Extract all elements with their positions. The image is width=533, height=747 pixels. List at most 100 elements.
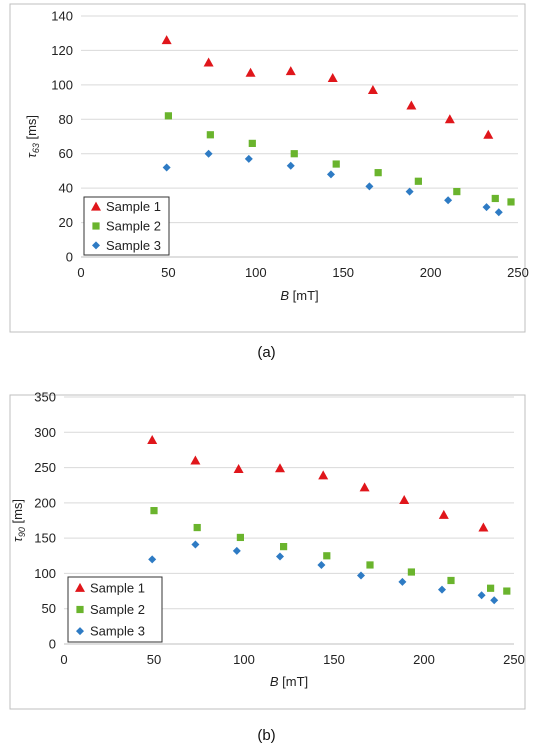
- y-axis-variable: τ: [24, 152, 39, 158]
- y-axis-subscript: 63: [31, 143, 41, 153]
- data-point: [317, 560, 326, 569]
- data-point: [280, 543, 288, 551]
- data-point: [233, 463, 244, 473]
- y-tick-label: 20: [59, 215, 73, 230]
- x-axis-variable: B: [280, 288, 289, 303]
- chart-frame: [9, 394, 526, 710]
- data-point: [332, 160, 340, 168]
- y-tick-label: 100: [34, 566, 56, 581]
- chart-b-caption: (b): [257, 727, 276, 744]
- x-tick-label: 50: [161, 265, 175, 280]
- data-point: [150, 507, 158, 515]
- x-tick-label: 250: [507, 265, 529, 280]
- x-tick-label: 250: [503, 652, 525, 667]
- data-point: [286, 161, 295, 170]
- y-tick-label: 0: [66, 250, 73, 265]
- data-point: [507, 198, 515, 206]
- y-tick-label: 0: [49, 637, 56, 652]
- y-axis-unit: [ms]: [10, 499, 25, 527]
- data-point: [204, 149, 213, 158]
- data-point: [285, 66, 296, 76]
- data-point: [190, 455, 201, 465]
- data-point: [232, 546, 241, 555]
- x-tick-label: 150: [323, 652, 345, 667]
- x-tick-label: 150: [332, 265, 354, 280]
- data-point: [374, 169, 382, 177]
- series-2: [164, 112, 515, 206]
- data-point: [191, 540, 200, 549]
- data-point: [318, 470, 329, 480]
- chart-a-svg: 0 20 40 60 80 100 120 140 0 50 100 150 200 250 B [mT] τ…: [9, 3, 529, 333]
- x-tick-label: 200: [413, 652, 435, 667]
- data-point: [147, 435, 158, 445]
- data-point: [483, 129, 494, 139]
- x-axis-title: B [mT]: [280, 288, 318, 303]
- x-axis-variable: B: [270, 674, 279, 689]
- legend-label: Sample 3: [106, 238, 161, 253]
- data-point: [444, 196, 453, 205]
- data-point: [438, 585, 446, 594]
- series-2: [150, 507, 511, 595]
- y-tick-label: 100: [51, 77, 73, 92]
- data-point: [327, 72, 338, 82]
- series-3: [148, 540, 499, 605]
- data-point: [494, 208, 503, 217]
- data-point: [444, 114, 455, 124]
- data-point: [414, 177, 422, 185]
- chart-b: 0 50 100 150 200 250 300 350 0 50 100 150 200 250 B [m…: [0, 380, 533, 710]
- y-axis-subscript: 90: [17, 527, 27, 537]
- x-axis-unit: [mT]: [289, 288, 319, 303]
- data-point: [405, 187, 414, 196]
- y-axis-title: τ63 [ms]: [24, 115, 41, 158]
- data-point: [477, 591, 486, 600]
- data-point: [206, 131, 214, 139]
- data-point: [406, 100, 417, 110]
- y-tick-label: 250: [34, 460, 56, 475]
- data-point: [453, 187, 461, 196]
- data-point: [148, 555, 157, 564]
- data-point: [366, 561, 374, 569]
- y-tick-label: 300: [34, 425, 56, 440]
- legend: Sample 1 Sample 2 Sample 3: [67, 576, 163, 643]
- data-point: [357, 571, 365, 580]
- data-point: [290, 150, 298, 158]
- data-point: [161, 35, 172, 45]
- data-point: [275, 463, 285, 473]
- y-tick-label: 120: [51, 43, 73, 58]
- data-point: [407, 568, 415, 576]
- data-point: [203, 57, 214, 67]
- data-point: [399, 495, 410, 505]
- data-point: [244, 154, 253, 163]
- legend-label: Sample 2: [90, 602, 145, 617]
- y-tick-label: 40: [59, 181, 73, 196]
- series-1: [161, 35, 494, 139]
- y-tick-label: 50: [42, 601, 56, 616]
- data-point: [447, 576, 455, 585]
- data-point: [359, 482, 370, 492]
- data-point: [323, 552, 331, 560]
- data-point: [326, 170, 335, 179]
- series-1: [147, 435, 489, 532]
- legend-marker: [76, 627, 84, 636]
- series-3: [162, 149, 503, 217]
- legend-marker: [76, 605, 84, 614]
- legend-marker: [75, 582, 85, 592]
- y-axis-unit: [ms]: [24, 115, 39, 143]
- y-tick-label: 200: [34, 495, 56, 510]
- data-point: [490, 596, 499, 605]
- data-point: [503, 587, 511, 595]
- data-point: [193, 523, 201, 532]
- y-tick-label: 80: [59, 112, 73, 127]
- data-point: [398, 577, 407, 586]
- data-point: [276, 552, 284, 561]
- chart-b-svg: 0 50 100 150 200 250 300 350 0 50 100 150 200 250 B [m…: [9, 390, 526, 710]
- x-tick-label: 200: [420, 265, 442, 280]
- chart-a: 0 20 40 60 80 100 120 140 0 50 100 150 200 250 B [mT] τ…: [0, 0, 533, 335]
- legend-label: Sample 1: [106, 199, 161, 214]
- legend-label: Sample 1: [90, 580, 145, 595]
- chart-a-caption: (a): [257, 344, 276, 361]
- data-point: [164, 112, 172, 120]
- x-tick-label: 50: [147, 652, 161, 667]
- data-point: [236, 533, 244, 542]
- data-point: [365, 182, 374, 191]
